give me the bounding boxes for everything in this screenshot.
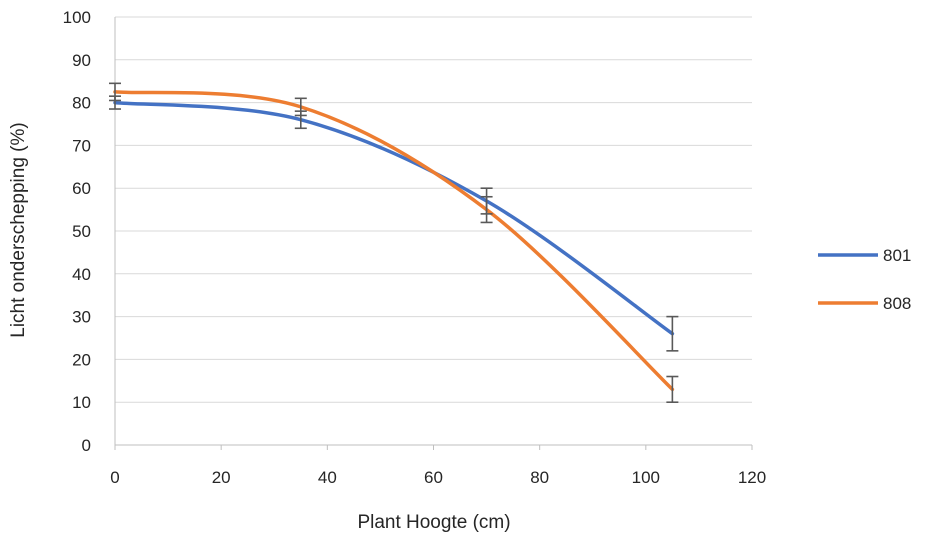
legend-item-808: 808: [818, 294, 911, 313]
y-axis-title: Licht onderschepping (%): [8, 122, 29, 337]
y-tick-label-80: 80: [72, 94, 91, 113]
y-tick-label-40: 40: [72, 265, 91, 284]
y-tick-label-30: 30: [72, 308, 91, 327]
y-tick-label-10: 10: [72, 393, 91, 412]
error-bar-801-105: [666, 315, 679, 352]
axes: [114, 17, 753, 450]
error-bars: [109, 82, 679, 404]
legend-label-808: 808: [883, 294, 911, 313]
gridlines: [115, 16, 752, 403]
error-bar-808-105: [666, 375, 679, 404]
y-tick-label-0: 0: [82, 436, 91, 455]
x-axis-title: Plant Hoogte (cm): [357, 512, 510, 533]
series-lines: [113, 90, 675, 392]
y-tick-label-20: 20: [72, 350, 91, 369]
x-tick-label-0: 0: [110, 468, 119, 487]
y-tick-label-50: 50: [72, 222, 91, 241]
x-tick-label-20: 20: [212, 468, 231, 487]
x-tick-label-40: 40: [318, 468, 337, 487]
x-tick-label-100: 100: [632, 468, 660, 487]
x-tick-label-80: 80: [530, 468, 549, 487]
y-tick-label-90: 90: [72, 51, 91, 70]
error-bar-808-0: [109, 82, 121, 102]
legend-label-801: 801: [883, 246, 911, 265]
x-tick-labels: 0 20 40 60 80 100 120: [110, 468, 766, 487]
error-bar-808-35: [294, 97, 307, 117]
series-line-808: [113, 90, 675, 392]
y-tick-label-60: 60: [72, 179, 91, 198]
legend: 801 808: [818, 246, 911, 313]
y-tick-labels: 0 10 20 30 40 50 60 70 80 90 100: [63, 8, 91, 455]
y-tick-label-70: 70: [72, 136, 91, 155]
x-tick-label-120: 120: [738, 468, 766, 487]
series-line-801: [113, 100, 675, 336]
y-tick-label-100: 100: [63, 8, 91, 27]
x-tick-label-60: 60: [424, 468, 443, 487]
error-bar-808-70: [480, 195, 493, 224]
legend-item-801: 801: [818, 246, 911, 265]
